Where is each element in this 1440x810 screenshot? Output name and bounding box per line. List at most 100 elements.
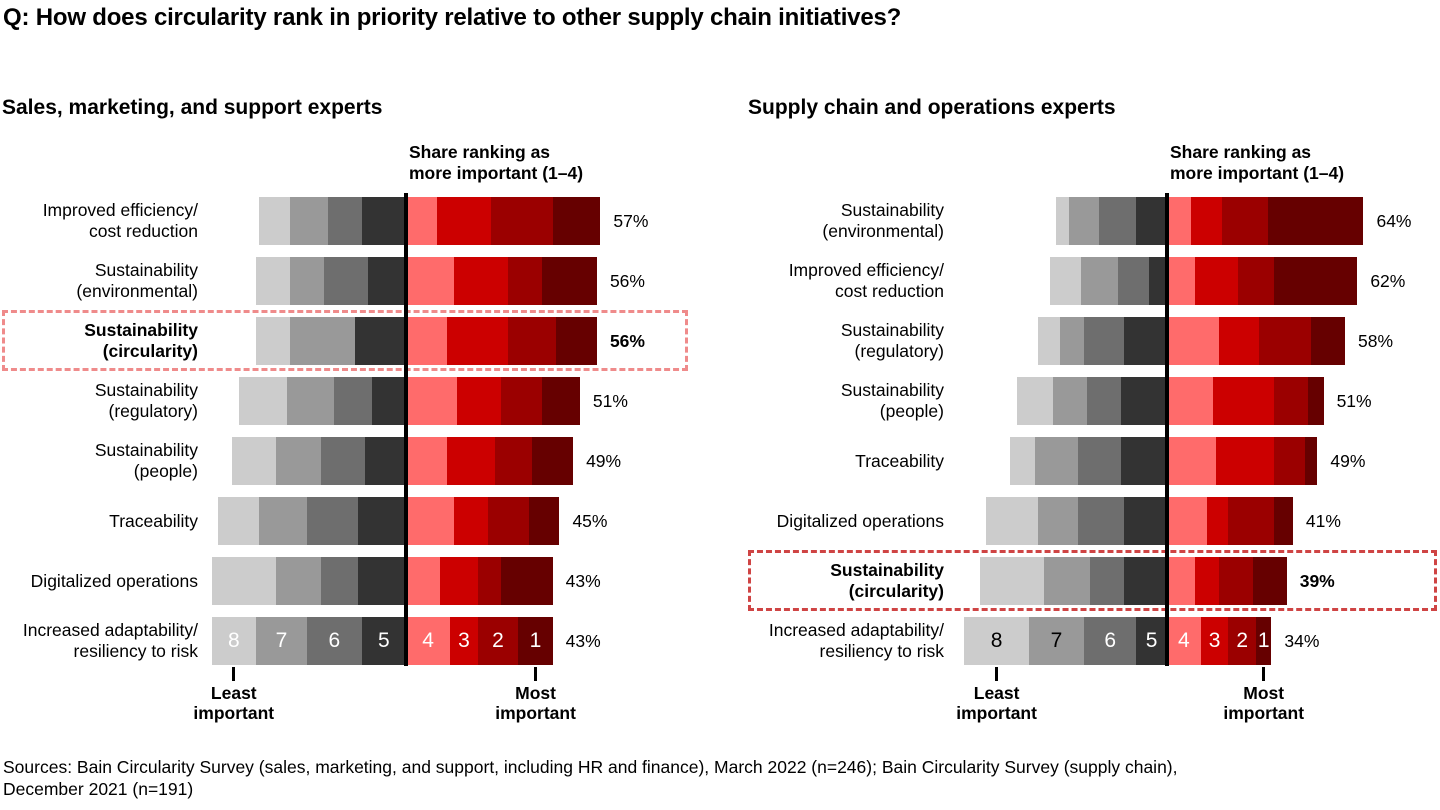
axis-annotation-line2: more important (1–4) xyxy=(409,163,584,183)
rank-digit: 5 xyxy=(377,629,390,652)
bar-segment-rank-5 xyxy=(354,317,406,365)
rank-digit: 8 xyxy=(227,629,240,652)
bar xyxy=(218,497,560,545)
bar-segment-rank-2 xyxy=(487,497,529,545)
share-label: 34% xyxy=(1284,631,1320,651)
bar-segment-rank-5 xyxy=(1123,317,1167,365)
bar-segment-rank-4 xyxy=(405,257,454,305)
share-label: 43% xyxy=(565,571,601,591)
bar-segment-rank-7 xyxy=(286,377,335,425)
bar-segment-rank-5 xyxy=(368,257,406,305)
bar-segment-rank-1: 1 xyxy=(1255,617,1272,665)
bar-segment-rank-2 xyxy=(1274,377,1309,425)
row-label-line: (regulatory) xyxy=(108,401,198,421)
bar xyxy=(255,257,597,305)
bar-segment-rank-5 xyxy=(361,197,406,245)
bar-segment-rank-1 xyxy=(1311,317,1345,365)
bar-segment-rank-3 xyxy=(446,317,509,365)
rank-digit: 2 xyxy=(1236,629,1249,652)
bar-segment-rank-4 xyxy=(1166,557,1195,605)
bar-segment-rank-2 xyxy=(1274,437,1306,485)
tick-least xyxy=(232,667,236,681)
share-label: 56% xyxy=(609,331,645,351)
bar-segment-rank-2 xyxy=(1237,257,1275,305)
bar-segment-rank-2 xyxy=(1219,557,1253,605)
bar-segment-rank-1 xyxy=(1274,257,1358,305)
bar-segment-rank-7 xyxy=(1081,257,1118,305)
share-label: 64% xyxy=(1376,211,1412,231)
bar-segment-rank-8 xyxy=(1010,437,1035,485)
axis-annotation: Share ranking as more important (1–4) xyxy=(1170,142,1344,184)
bar-segment-rank-1 xyxy=(532,437,574,485)
bar-segment-rank-6 xyxy=(1090,557,1124,605)
bar-segment-rank-2: 2 xyxy=(1228,617,1256,665)
rank-digit: 6 xyxy=(1104,629,1117,652)
bar-segment-rank-1 xyxy=(501,557,553,605)
row-label: Traceability xyxy=(0,497,198,545)
bar-segment-rank-4 xyxy=(1166,317,1220,365)
share-label: 57% xyxy=(613,211,649,231)
axis-annotation-line1: Share ranking as xyxy=(409,142,551,162)
rank-digit: 7 xyxy=(275,629,288,652)
bar-segment-rank-8 xyxy=(979,557,1045,605)
bar-segment-rank-3 xyxy=(453,257,509,305)
rank-digit: 5 xyxy=(1145,629,1158,652)
axis-annotation: Share ranking as more important (1–4) xyxy=(409,142,583,184)
row-label-line: Sustainability xyxy=(94,440,198,460)
bar-segment-rank-3 xyxy=(1191,197,1223,245)
bar-segment-rank-5 xyxy=(358,497,406,545)
bar-segment-rank-6 xyxy=(1087,377,1121,425)
row-label-line: cost reduction xyxy=(89,221,198,241)
bar-segment-rank-4 xyxy=(1166,197,1192,245)
bar-segment-rank-7 xyxy=(259,497,308,545)
bar-segment-rank-8: 8 xyxy=(964,617,1029,665)
bar-segment-rank-1 xyxy=(1268,197,1364,245)
bar-segment-rank-4 xyxy=(405,437,447,485)
row-label: Sustainability (environmental) xyxy=(734,197,944,245)
bar-segment-rank-8 xyxy=(1038,317,1060,365)
bar-segment-rank-3 xyxy=(440,557,478,605)
bar-segment-rank-7 xyxy=(290,317,355,365)
row-label: Improved efficiency/cost reduction xyxy=(0,197,198,245)
bar xyxy=(1010,437,1318,485)
bar xyxy=(985,497,1293,545)
row-label: Increased adaptability/resiliency to ris… xyxy=(734,617,944,665)
bar-segment-rank-1 xyxy=(1252,557,1287,605)
rank-digit: 1 xyxy=(1257,629,1270,652)
bar-segment-rank-8: 8 xyxy=(211,617,256,665)
bar-segment-rank-1 xyxy=(552,197,601,245)
row-label-line: Sustainability xyxy=(840,200,944,220)
bar-segment-rank-2 xyxy=(501,377,543,425)
row-label-line: Improved efficiency/ xyxy=(788,260,944,280)
bar xyxy=(211,557,553,605)
bar-segment-rank-3: 3 xyxy=(1200,617,1229,665)
share-label: 62% xyxy=(1370,271,1406,291)
bar-segment-rank-1 xyxy=(528,497,560,545)
sources-line-2: December 2021 (n=191) xyxy=(3,779,194,799)
bar-segment-rank-6 xyxy=(1117,257,1149,305)
bar-segment-rank-7 xyxy=(1053,377,1088,425)
bar-segment-rank-1 xyxy=(1274,497,1293,545)
bar-segment-rank-5: 5 xyxy=(1136,617,1167,665)
bar-segment-rank-8 xyxy=(1050,257,1082,305)
bar-segment-rank-2 xyxy=(477,557,502,605)
sources-line-1: Sources: Bain Circularity Survey (sales,… xyxy=(3,757,1178,777)
bar-segment-rank-8 xyxy=(238,377,287,425)
bar-segment-rank-2 xyxy=(1228,497,1275,545)
bar-segment-rank-7 xyxy=(290,257,325,305)
row-label-line: cost reduction xyxy=(835,281,944,301)
bar-segment-rank-3 xyxy=(1206,497,1229,545)
bar-segment-rank-6 xyxy=(320,557,359,605)
share-label: 56% xyxy=(609,271,645,291)
row-label-line: (regulatory) xyxy=(854,341,944,361)
bar xyxy=(1038,317,1345,365)
bar-segment-rank-5 xyxy=(358,557,406,605)
row-label-line: (environmental) xyxy=(76,281,198,301)
bar-segment-rank-4: 4 xyxy=(405,617,451,665)
bar-segment-rank-1 xyxy=(542,377,580,425)
bar-segment-rank-3: 3 xyxy=(450,617,478,665)
bar-segment-rank-7 xyxy=(276,557,321,605)
bar-segment-rank-1: 1 xyxy=(518,617,553,665)
bar xyxy=(1056,197,1364,245)
